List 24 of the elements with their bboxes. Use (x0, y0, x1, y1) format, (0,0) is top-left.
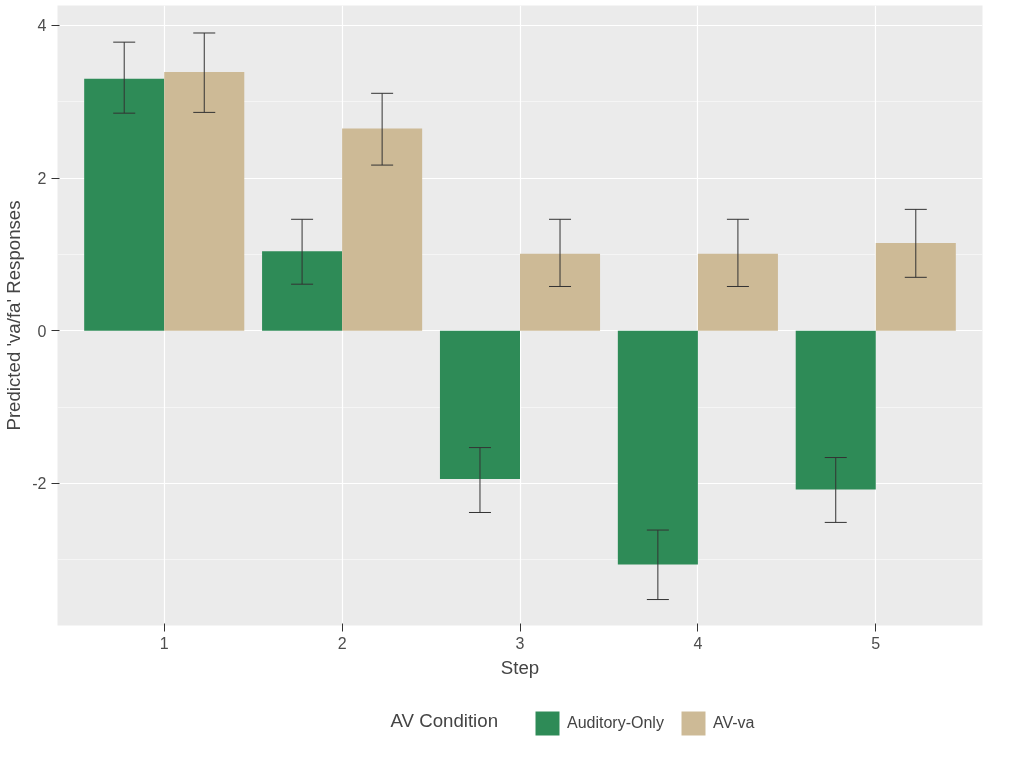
y-tick-label: 2 (37, 170, 47, 188)
bar (439, 330, 520, 479)
y-axis-title: Predicted 'va/fa' Responses (3, 200, 25, 431)
bar (697, 253, 778, 331)
bar (262, 251, 343, 331)
x-axis-title: Step (500, 656, 540, 678)
legend-label: AV-va (712, 714, 755, 732)
x-tick-label: 4 (693, 634, 703, 652)
x-tick-label: 5 (871, 634, 881, 652)
y-tick-label: 4 (37, 17, 47, 35)
bar (164, 71, 245, 331)
x-tick-label: 1 (159, 634, 169, 652)
y-tick-label: -2 (32, 475, 47, 493)
x-tick-label: 3 (515, 634, 525, 652)
x-tick-label: 2 (337, 634, 347, 652)
y-tick-label: 0 (37, 322, 47, 340)
bar (342, 128, 423, 331)
bar (84, 78, 165, 331)
bar (875, 242, 956, 331)
bar (795, 330, 876, 490)
bar (617, 330, 698, 565)
legend-title: AV Condition (390, 709, 499, 731)
bar (520, 253, 601, 331)
legend-label: Auditory-Only (567, 714, 664, 732)
